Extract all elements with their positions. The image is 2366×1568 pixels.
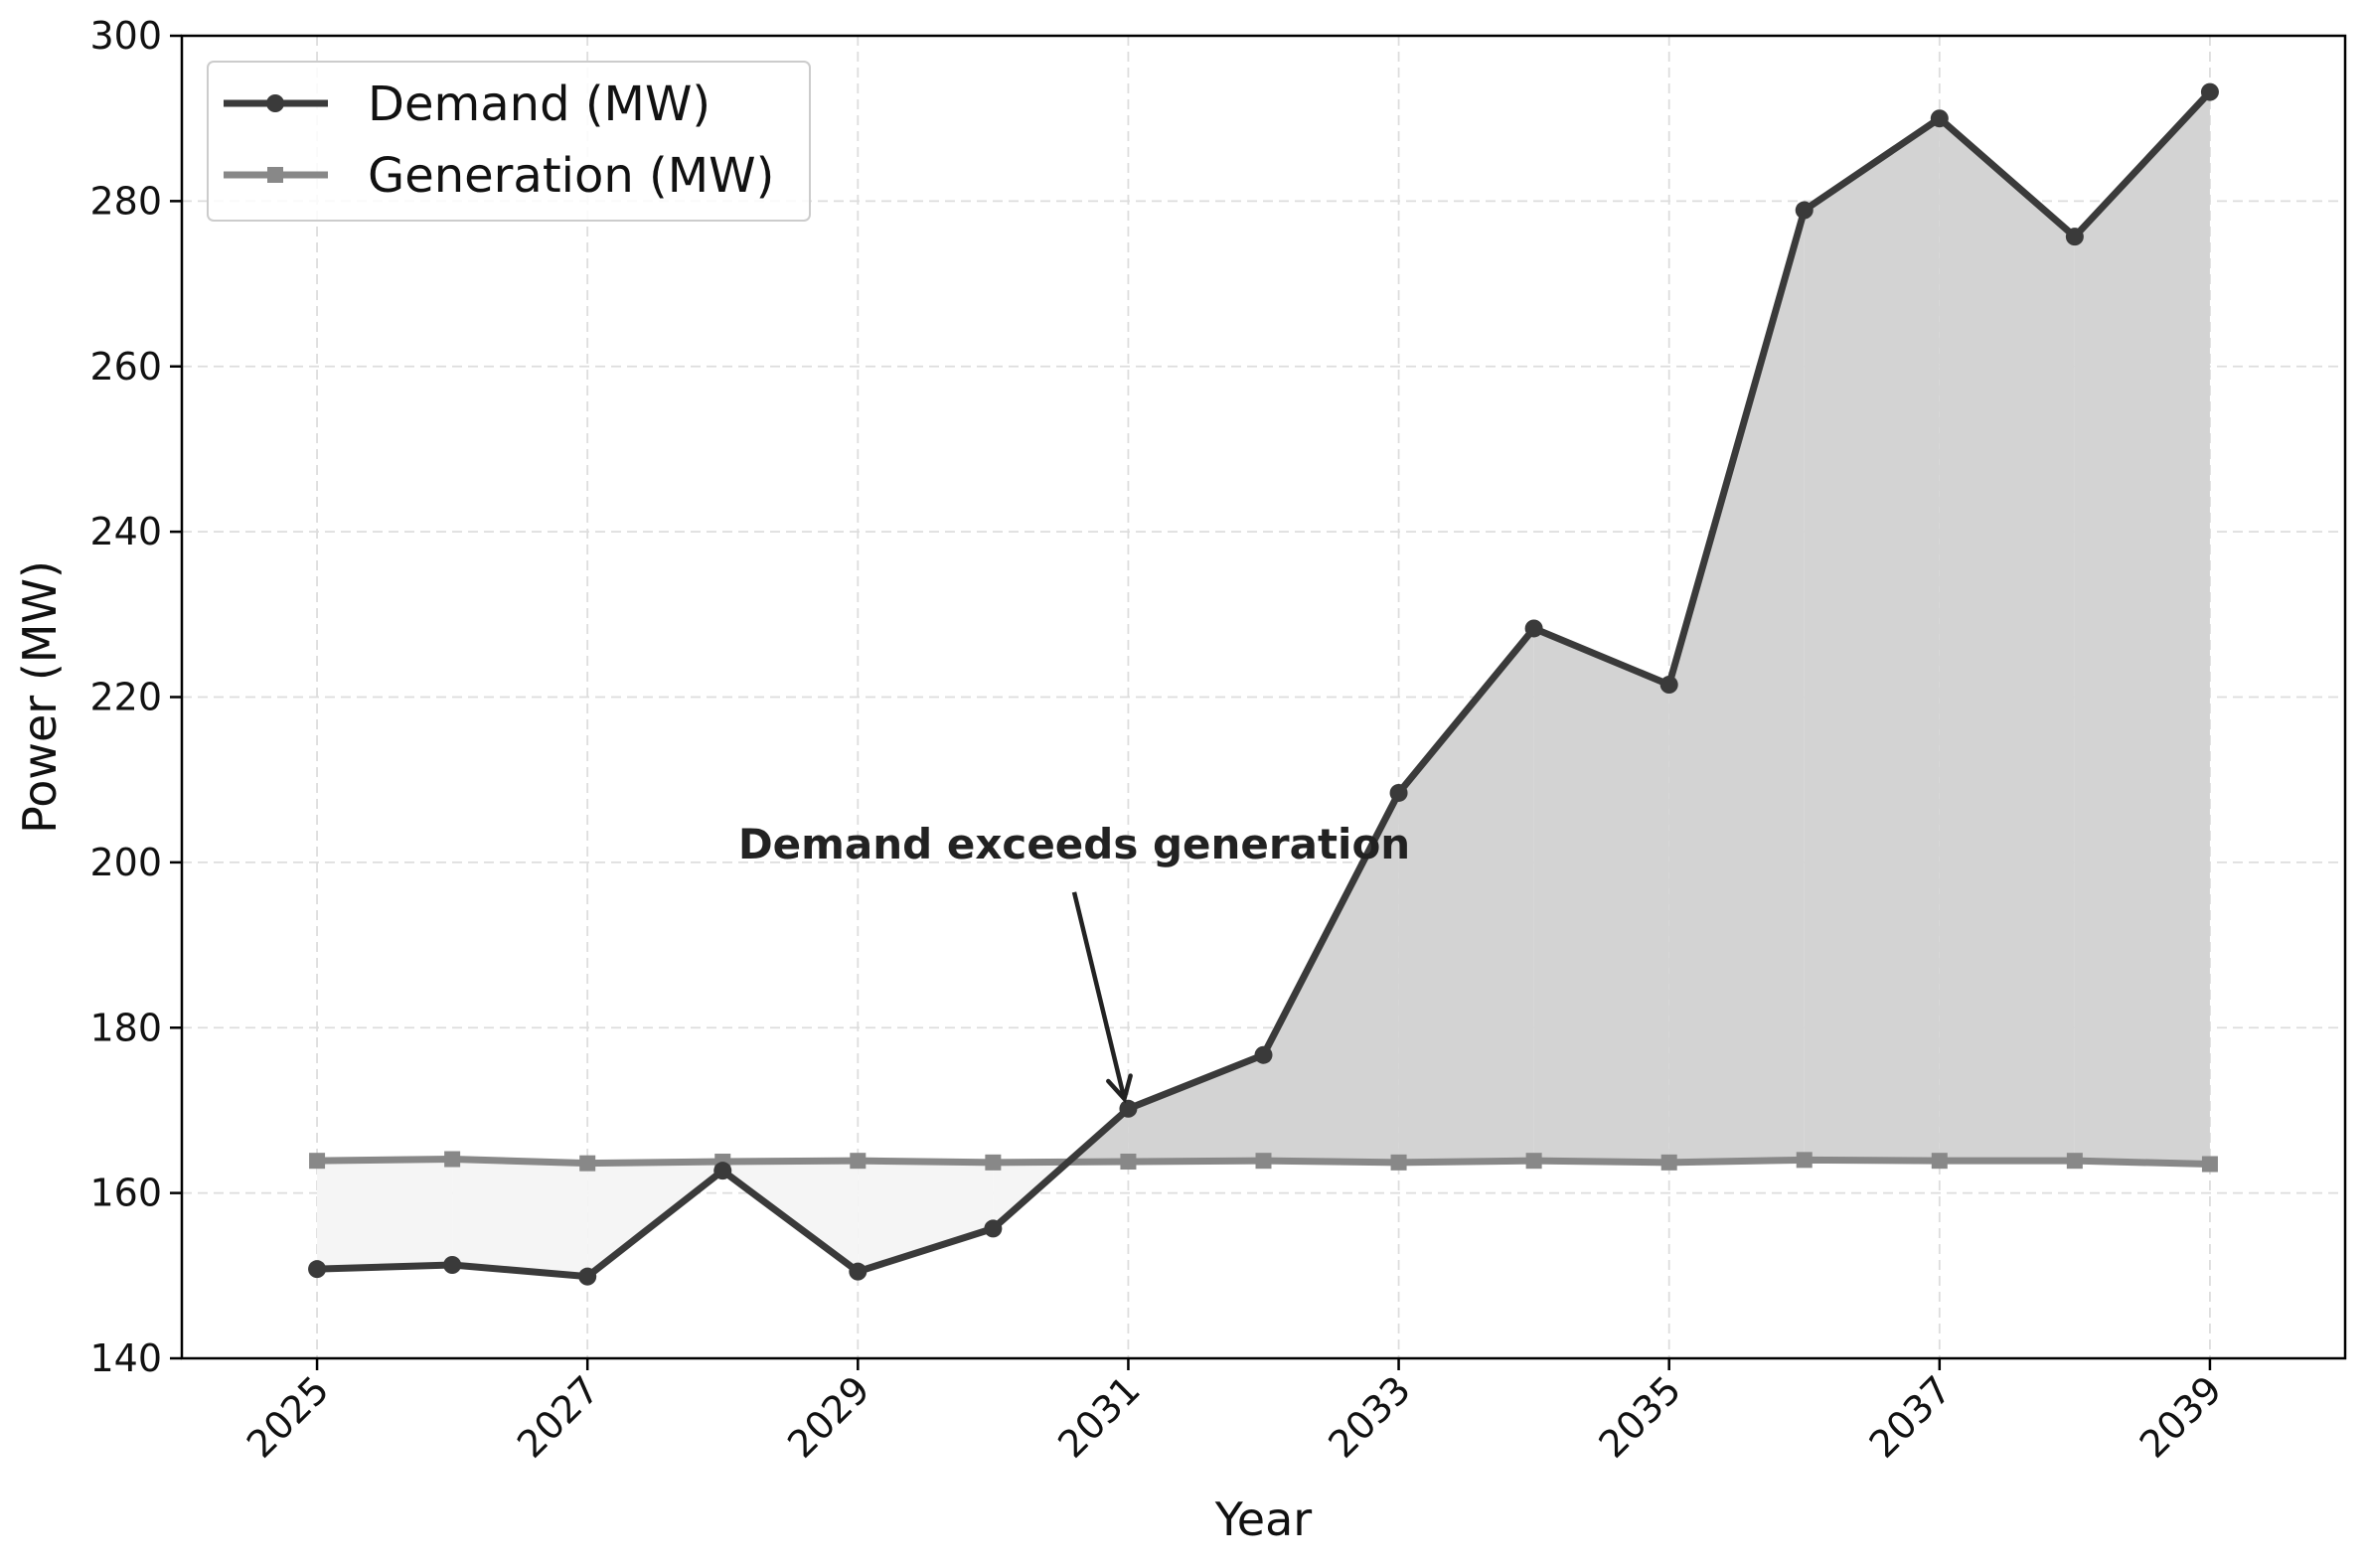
demand-point <box>1659 676 1678 695</box>
demand-point <box>713 1162 732 1180</box>
y-tick-label: 240 <box>89 510 162 553</box>
fill-demand-above <box>1804 118 1940 1162</box>
fill-demand-below <box>317 1159 453 1270</box>
fill-demand-above <box>1533 628 1669 1163</box>
generation-point <box>1796 1152 1813 1169</box>
y-tick-label: 220 <box>89 676 162 719</box>
legend-marker <box>267 167 283 183</box>
demand-point <box>1119 1099 1138 1118</box>
generation-point <box>985 1154 1002 1171</box>
generation-point <box>2201 1156 2218 1173</box>
generation-point <box>2066 1153 2083 1170</box>
generation-point <box>579 1155 596 1172</box>
fill-demand-above <box>1128 1054 1264 1163</box>
demand-point <box>1524 619 1543 638</box>
fill-demand-above <box>2074 91 2210 1165</box>
legend: Demand (MW) Generation (MW) <box>207 61 811 222</box>
legend-label: Demand (MW) <box>368 77 710 132</box>
demand-point <box>443 1255 462 1274</box>
legend-label: Generation (MW) <box>368 148 774 204</box>
fill-demand-below <box>452 1159 588 1277</box>
generation-point <box>1255 1153 1272 1170</box>
generation-point <box>1390 1154 1407 1171</box>
x-axis-label: Year <box>1214 1492 1312 1546</box>
demand-point <box>2065 228 2084 246</box>
demand-point <box>2200 82 2219 101</box>
demand-point <box>1795 201 1814 220</box>
series-lines <box>308 82 2219 1286</box>
generation-point <box>1931 1153 1948 1170</box>
y-tick-label: 140 <box>89 1336 162 1380</box>
fill-demand-above <box>1263 792 1399 1163</box>
y-tick-label: 160 <box>89 1172 162 1215</box>
annotations: Demand exceeds generation <box>738 820 1410 1104</box>
y-tick-label: 180 <box>89 1006 162 1049</box>
legend-box <box>207 61 811 222</box>
annotation-text: Demand exceeds generation <box>738 820 1410 868</box>
y-axis-ticks: 140 160 180 200 220 240 260 280 300 <box>89 14 182 1380</box>
generation-point <box>850 1153 867 1170</box>
fill-demand-below <box>858 1161 994 1272</box>
demand-point <box>1254 1045 1273 1064</box>
demand-point <box>308 1260 327 1279</box>
y-tick-label: 280 <box>89 179 162 223</box>
demand-point <box>984 1219 1003 1238</box>
generation-point <box>1660 1154 1677 1171</box>
generation-point <box>444 1151 461 1168</box>
fill-demand-above <box>1668 210 1805 1163</box>
generation-point <box>309 1153 326 1170</box>
fill-demand-above <box>1398 628 1534 1163</box>
generation-point <box>1525 1153 1542 1170</box>
y-tick-label: 300 <box>89 14 162 58</box>
fill-demand-above <box>1939 118 2075 1162</box>
demand-point <box>1389 783 1408 802</box>
y-tick-label: 260 <box>89 345 162 389</box>
y-axis-label: Power (MW) <box>13 560 67 834</box>
legend-marker <box>266 94 284 112</box>
demand-point <box>578 1267 597 1286</box>
demand-point <box>1930 109 1949 128</box>
annotation-arrowhead <box>1106 1073 1133 1104</box>
demand-point <box>849 1262 868 1281</box>
annotation-arrow <box>1071 891 1127 1100</box>
generation-point <box>1120 1154 1137 1171</box>
y-tick-label: 200 <box>89 841 162 884</box>
